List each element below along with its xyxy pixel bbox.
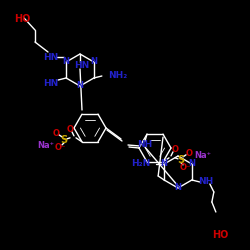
Text: O: O [66,125,73,134]
Text: HN: HN [44,78,59,88]
Text: O: O [52,129,60,138]
Text: N: N [188,160,195,168]
Text: N: N [174,184,182,192]
Text: S: S [60,135,68,145]
Text: H₂N: H₂N [131,160,150,168]
Text: NH: NH [138,140,152,149]
Text: N: N [63,58,70,66]
Text: O: O [172,145,178,154]
Text: NH: NH [198,178,214,186]
Text: N: N [90,58,97,66]
Text: N: N [161,160,168,168]
Text: O⁻: O⁻ [179,163,191,172]
Text: Na⁺: Na⁺ [194,151,212,160]
Text: HO: HO [14,14,30,24]
Text: HO: HO [212,230,228,240]
Text: S: S [178,155,184,165]
Text: NH₂: NH₂ [108,72,127,80]
Text: N: N [76,82,84,90]
Text: O⁻: O⁻ [54,143,66,152]
Text: HN: HN [44,52,59,62]
Text: O: O [186,149,192,158]
Text: HN: HN [74,62,90,70]
Text: Na⁺: Na⁺ [38,141,54,150]
